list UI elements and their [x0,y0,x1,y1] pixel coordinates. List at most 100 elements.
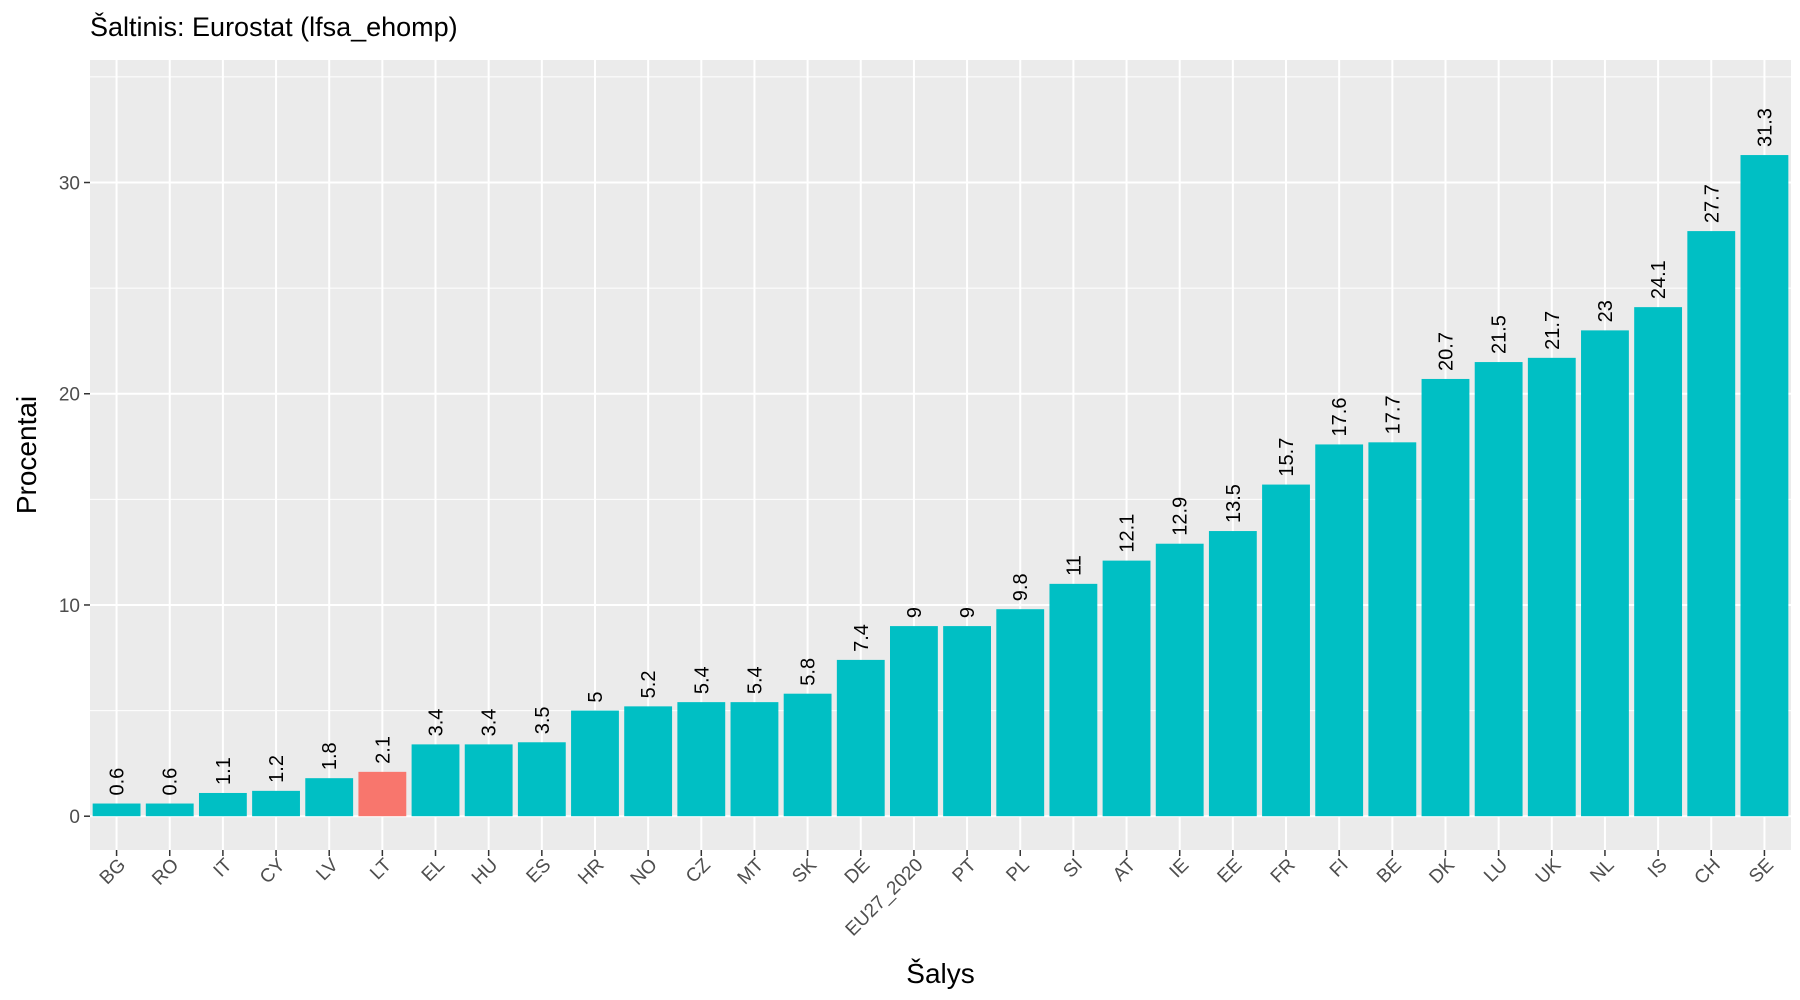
bar-de [836,659,885,817]
x-tick-label-hu: HU [468,855,502,889]
x-tick-label-uk: UK [1532,854,1566,888]
bar-fr [1262,484,1310,817]
x-tick-label-se: SE [1745,855,1778,888]
data-label-dk: 20.7 [1435,332,1457,371]
data-label-ee: 13.5 [1223,484,1245,523]
bar-cy [252,790,300,817]
bar-it [198,792,247,817]
x-tick-label-pt: PT [949,854,981,886]
x-tick-label-bg: BG [96,855,130,889]
data-label-bg: 0.6 [107,768,129,796]
bar-be [1368,442,1417,817]
bar-bg [92,803,141,817]
data-label-lt: 2.1 [372,736,394,764]
data-label-es: 3.5 [532,706,554,734]
data-label-ie: 12.9 [1170,497,1192,536]
data-label-pt: 9 [957,607,979,618]
data-label-el: 3.4 [426,709,448,737]
data-label-ro: 0.6 [160,768,182,796]
bar-sk [783,693,832,817]
data-label-uk: 21.7 [1542,311,1564,350]
data-label-se: 31.3 [1754,108,1776,147]
x-tick-label-at: AT [1109,854,1140,885]
data-label-nl: 23 [1595,300,1617,322]
data-label-de: 7.4 [851,624,873,652]
data-label-cz: 5.4 [691,666,713,694]
x-tick-label-is: IS [1644,855,1672,883]
data-label-sk: 5.8 [798,658,820,686]
x-tick-label-dk: DK [1425,854,1459,888]
data-label-pl: 9.8 [1010,573,1032,601]
data-label-be: 17.7 [1382,395,1404,434]
data-label-ch: 27.7 [1701,184,1723,223]
x-tick-label-ee: EE [1214,855,1247,888]
data-label-cy: 1.2 [266,755,288,783]
bar-uk [1527,357,1576,817]
bar-nl [1581,330,1629,817]
data-labels: 0.6 0.6 1.1 1.2 1.8 2.1 3.4 3.4 3.5 5 5.2 5.4 5.4 5.8… [107,108,1777,795]
x-tick-label-fr: FR [1267,855,1300,888]
bar-hu [464,744,513,817]
bar-ie [1155,543,1204,817]
data-label-at: 12.1 [1117,514,1139,553]
bar-lt [358,771,407,817]
x-tick-label-lv: LV [312,854,343,885]
x-tick-label-hr: HR [574,855,608,889]
x-tick-label-sk: SK [788,854,821,887]
data-label-lu: 21.5 [1489,315,1511,354]
bar-ch [1687,231,1736,817]
bar-ee [1208,531,1257,817]
bar-lv [305,778,354,817]
x-tick-label-es: ES [523,855,556,888]
bar-is [1634,307,1683,817]
x-tick-label-si: SI [1059,855,1087,883]
data-label-mt: 5.4 [744,666,766,694]
bar-pl [996,609,1045,817]
data-label-hr: 5 [585,691,607,702]
y-tick-label: 20 [59,385,80,406]
bar-fi [1315,444,1364,817]
x-tick-label-lt: LT [366,854,396,884]
x-tick-label-fi: FI [1326,855,1353,882]
bar-lu [1474,362,1523,817]
y-tick-label: 30 [59,174,80,195]
bar-mt [730,702,779,817]
bar-pt [943,626,991,817]
x-tick-label-lu: LU [1480,855,1512,887]
x-tick-label-ie: IE [1166,855,1194,883]
bar-se [1740,155,1789,817]
y-tick-label: 10 [59,596,80,617]
x-tick-label-be: BE [1373,855,1406,888]
data-label-fi: 17.6 [1329,398,1351,437]
bar-hr [571,710,619,817]
bars [92,155,1789,817]
x-tick-label-cz: CZ [682,854,715,887]
x-tick-label-no: NO [627,855,662,890]
data-label-fr: 15.7 [1276,438,1298,477]
x-tick-label-it: IT [210,854,237,881]
bar-dk [1421,378,1470,817]
x-tick-label-ro: RO [148,855,183,890]
bar-es [517,742,566,817]
data-label-it: 1.1 [213,757,235,785]
y-axis-title: Procentai [11,396,42,514]
bar-at [1102,560,1151,817]
y-tick-label: 0 [69,807,80,828]
bar-el [411,744,460,817]
x-tick-label-de: DE [841,855,875,889]
data-label-no: 5.2 [638,671,660,699]
data-label-is: 24.1 [1648,260,1670,299]
x-tick-label-el: EL [418,855,449,886]
x-axis-title: Šalys [906,958,974,989]
x-tick-label-nl: NL [1586,855,1618,887]
bar-eu27_2020 [890,626,938,817]
bar-si [1049,583,1098,817]
bar-cz [677,702,726,817]
data-label-lv: 1.8 [319,742,341,770]
x-tick-label-mt: MT [734,854,769,889]
x-tick-label-pl: PL [1002,855,1033,886]
x-tick-label-ch: CH [1691,855,1725,889]
data-label-eu27_2020: 9 [904,607,926,618]
